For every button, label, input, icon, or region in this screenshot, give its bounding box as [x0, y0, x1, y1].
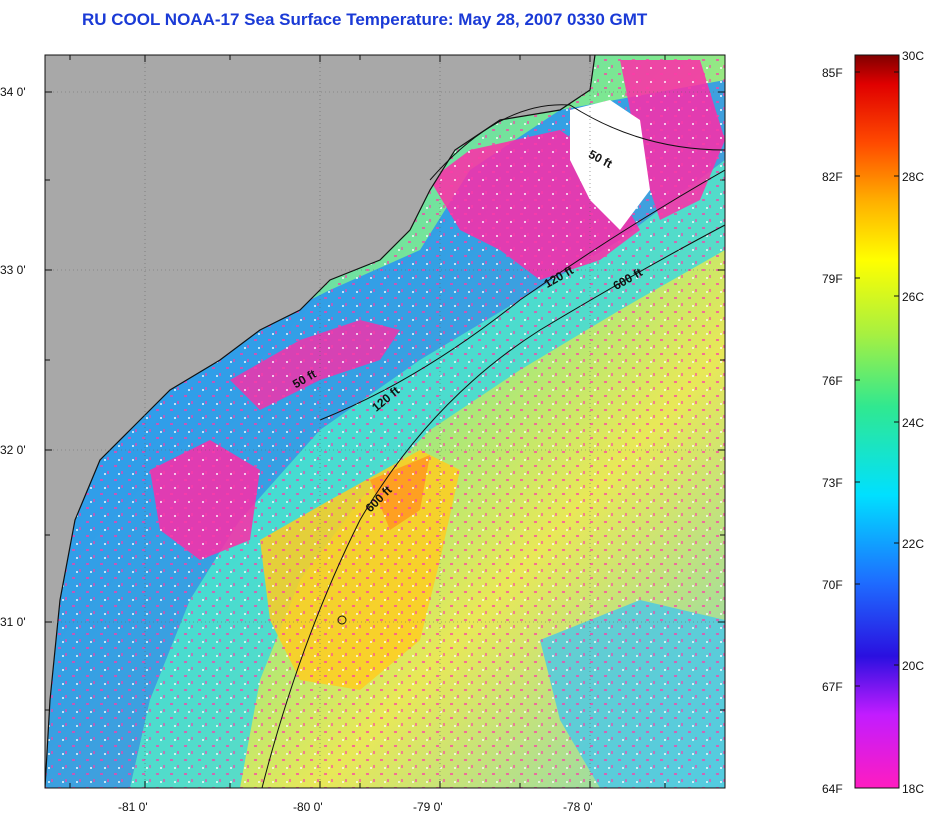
colorbar-c-20: 20C	[902, 659, 925, 673]
colorbar-f-79: 79F	[822, 272, 843, 286]
coastline	[45, 55, 596, 788]
lat-label-31: 31 0'	[0, 615, 26, 629]
lat-label-34: 34 0'	[0, 85, 26, 99]
colorbar-c-26: 26C	[902, 290, 925, 304]
station-marker	[337, 615, 347, 625]
colorbar-c-24: 24C	[902, 416, 925, 430]
colorbar-f-85: 85F	[822, 66, 843, 80]
land-mass	[45, 55, 595, 788]
colorbar-f-76: 76F	[822, 374, 843, 388]
colorbar-ticks	[855, 71, 899, 687]
graticule	[45, 55, 725, 788]
contour-50ft	[429, 104, 725, 181]
lon-label-81: -81 0'	[118, 800, 148, 814]
map-frame	[44, 54, 726, 789]
colorbar-f-73: 73F	[822, 476, 843, 490]
contour-600ft	[261, 224, 725, 788]
colorbar-c-30: 30C	[902, 49, 925, 63]
cloud-cover	[570, 100, 650, 230]
lon-label-78: -78 0'	[563, 800, 593, 814]
colorbar-f-64: 64F	[822, 782, 843, 796]
chart-title: RU COOL NOAA-17 Sea Surface Temperature:…	[82, 10, 648, 29]
axis-ticks	[45, 55, 725, 788]
colorbar-f-82: 82F	[822, 170, 843, 184]
colorbar	[854, 54, 900, 789]
lon-label-80: -80 0'	[293, 800, 323, 814]
colorbar-f-67: 67F	[822, 680, 843, 694]
colorbar-c-18: 18C	[902, 782, 925, 796]
contour-120ft	[319, 169, 725, 421]
lat-label-32: 32 0'	[0, 443, 26, 457]
lon-label-79: -79 0'	[413, 800, 443, 814]
colorbar-c-28: 28C	[902, 170, 925, 184]
lat-label-33: 33 0'	[0, 263, 26, 277]
colorbar-f-70: 70F	[822, 578, 843, 592]
colorbar-c-22: 22C	[902, 537, 925, 551]
map-image	[45, 55, 725, 788]
